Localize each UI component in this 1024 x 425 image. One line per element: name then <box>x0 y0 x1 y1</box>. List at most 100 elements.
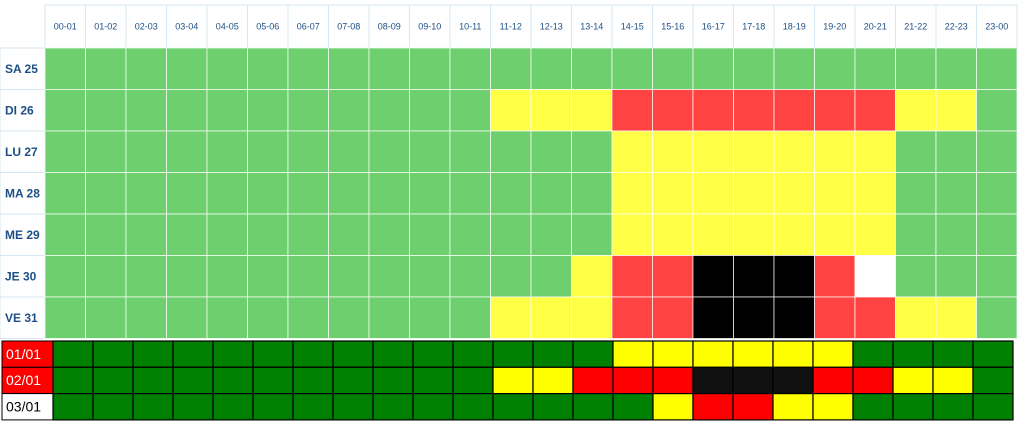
day-cell <box>166 47 208 90</box>
hour-label: 11-12 <box>500 21 522 31</box>
day-cell <box>976 296 1018 339</box>
day-cell <box>935 130 977 173</box>
date-cell <box>892 340 934 368</box>
day-cell <box>287 89 329 132</box>
day-cell <box>976 255 1018 298</box>
date-cell <box>172 393 214 421</box>
date-cell <box>372 340 414 368</box>
day-cell <box>125 47 167 90</box>
day-cell <box>490 130 532 173</box>
day-cell <box>206 296 248 339</box>
date-cell <box>252 393 294 421</box>
day-cell <box>773 172 815 215</box>
day-cell <box>247 255 289 298</box>
header-cell <box>611 4 653 49</box>
date-cell <box>652 393 694 421</box>
day-cell <box>368 89 410 132</box>
day-cell <box>247 172 289 215</box>
day-cell <box>328 172 370 215</box>
day-cell <box>814 296 856 339</box>
date-cell <box>612 366 654 395</box>
date-cell <box>212 340 254 368</box>
day-cell <box>773 255 815 298</box>
day-cell <box>976 213 1018 256</box>
day-cell <box>895 47 937 90</box>
day-label: ME 29 <box>5 228 40 242</box>
date-cell <box>172 366 214 395</box>
day-cell <box>530 89 572 132</box>
hour-label: 20-21 <box>864 21 887 31</box>
day-label-cell <box>0 213 46 256</box>
day-cell <box>328 130 370 173</box>
date-label: 03/01 <box>6 398 41 414</box>
date-cell <box>692 393 734 421</box>
day-cell <box>733 130 775 173</box>
hour-label: 08-09 <box>378 21 401 31</box>
hour-label: 05-06 <box>256 21 279 31</box>
date-cell <box>852 340 894 368</box>
day-cell <box>125 255 167 298</box>
hour-label: 03-04 <box>175 21 198 31</box>
day-cell <box>530 47 572 90</box>
date-label-cell <box>1 366 54 395</box>
day-cell <box>368 47 410 90</box>
day-cell <box>692 255 734 298</box>
header-cell <box>206 4 248 49</box>
date-cell <box>532 393 574 421</box>
hour-label: 09-10 <box>418 21 441 31</box>
date-cell <box>892 366 934 395</box>
day-cell <box>328 47 370 90</box>
day-cell <box>409 89 451 132</box>
day-cell <box>206 172 248 215</box>
date-cell <box>252 366 294 395</box>
date-cell <box>612 340 654 368</box>
date-cell <box>52 366 94 395</box>
date-cell <box>692 340 734 368</box>
day-cell <box>692 172 734 215</box>
day-cell <box>247 89 289 132</box>
day-cell <box>247 130 289 173</box>
day-cell <box>571 172 613 215</box>
day-cell <box>287 172 329 215</box>
hour-label: 07-08 <box>337 21 360 31</box>
date-cell <box>932 393 974 421</box>
day-cell <box>44 89 86 132</box>
day-cell <box>571 47 613 90</box>
day-cell <box>611 296 653 339</box>
date-cell <box>412 366 454 395</box>
day-cell <box>85 296 127 339</box>
date-label: 01/01 <box>6 346 41 362</box>
date-cell <box>652 340 694 368</box>
day-cell <box>44 296 86 339</box>
day-cell <box>530 130 572 173</box>
day-cell <box>733 296 775 339</box>
day-label: JE 30 <box>5 269 37 283</box>
date-cell <box>652 366 694 395</box>
day-cell <box>85 89 127 132</box>
day-cell <box>854 255 896 298</box>
day-cell <box>935 89 977 132</box>
day-cell <box>328 89 370 132</box>
day-label: MA 28 <box>5 186 40 200</box>
day-label: DI 26 <box>5 103 34 117</box>
header-cell <box>287 4 329 49</box>
day-cell <box>247 213 289 256</box>
date-cell <box>972 366 1014 395</box>
day-cell <box>490 89 532 132</box>
day-cell <box>287 130 329 173</box>
date-cell <box>332 393 374 421</box>
date-cell <box>132 393 174 421</box>
day-cell <box>490 172 532 215</box>
date-cell <box>812 393 854 421</box>
day-cell <box>449 47 491 90</box>
day-cell <box>854 47 896 90</box>
day-cell <box>85 213 127 256</box>
date-cell <box>812 340 854 368</box>
date-cell <box>532 366 574 395</box>
date-cell <box>852 366 894 395</box>
date-cell <box>212 366 254 395</box>
day-cell <box>530 213 572 256</box>
date-cell <box>92 393 134 421</box>
date-cell <box>92 340 134 368</box>
day-cell <box>409 296 451 339</box>
